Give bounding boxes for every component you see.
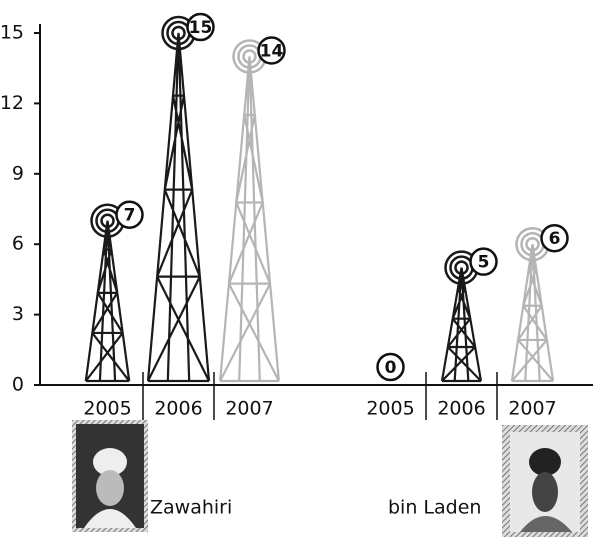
x-tick-label: 2005: [366, 398, 414, 420]
y-tick-label: 15: [0, 22, 24, 44]
value-label: 15: [189, 18, 213, 38]
x-tick-label: 2007: [508, 398, 556, 420]
x-tick-label: 2007: [225, 398, 273, 420]
legend-label: Zawahiri: [150, 497, 232, 519]
chart: 0 3 6 9 12 15 2005 7 2006 15 2007 14 2005 0 2006 5 2007 6…: [0, 0, 593, 553]
tower: [512, 244, 553, 381]
y-tick-label: 0: [12, 374, 24, 396]
value-label: 14: [260, 41, 284, 61]
value-label: 5: [478, 253, 490, 273]
legend-label: bin Laden: [388, 497, 481, 519]
y-tick-label: 12: [0, 92, 24, 114]
photo-bin-laden: [502, 425, 588, 537]
tower: [148, 33, 209, 381]
tower: [220, 56, 279, 381]
x-tick-label: 2005: [83, 398, 131, 420]
x-tick-label: 2006: [154, 398, 202, 420]
value-label: 6: [549, 229, 561, 249]
y-tick-label: 9: [12, 162, 24, 184]
y-tick-label: 3: [12, 303, 24, 325]
y-tick-label: 6: [12, 233, 24, 255]
x-tick-label: 2006: [437, 398, 485, 420]
value-label: 0: [385, 358, 397, 378]
photo-zawahiri: [72, 420, 148, 532]
value-label: 7: [124, 206, 136, 226]
tower: [86, 221, 129, 381]
